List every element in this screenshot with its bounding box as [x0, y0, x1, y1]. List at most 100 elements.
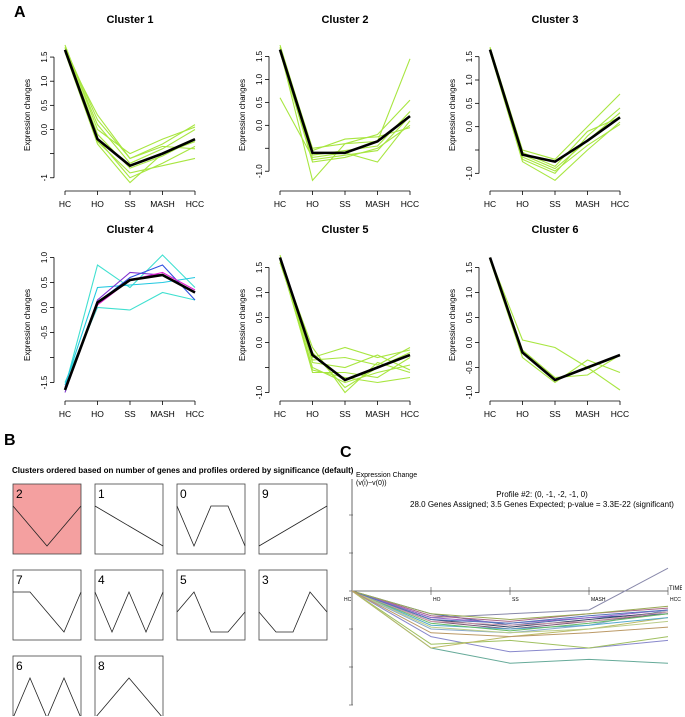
cluster-title: Cluster 5	[321, 224, 368, 236]
profile-frame	[176, 569, 246, 641]
profile-line	[258, 591, 328, 633]
member-line	[64, 254, 196, 388]
x-tick-label: HCC	[401, 409, 419, 419]
x-tick-label: HC	[484, 199, 496, 209]
x-tick-label: HCC	[186, 409, 204, 419]
y-axis-label: Expression changes	[238, 289, 247, 361]
x-tick-label: HC	[59, 409, 71, 419]
detail-subtitle: 28.0 Genes Assigned; 3.5 Genes Expected;…	[410, 500, 674, 509]
member-line	[64, 271, 196, 393]
detail-plot: Expression Change(v(i)−v(0)) Profile #2: …	[344, 472, 682, 706]
x-tick-label: HCC	[186, 199, 204, 209]
profile-box-3: 3	[258, 569, 328, 641]
member-line	[64, 44, 196, 155]
x-tick-label: HO	[516, 409, 529, 419]
y-tick-label: 1.0	[40, 75, 49, 87]
profile-box-8: 8	[94, 655, 164, 716]
y-tick-label: 0.5	[40, 276, 49, 288]
x-tick-label: SS	[549, 409, 561, 419]
y-tick-label: 1.0	[255, 286, 264, 298]
x-tick-label: HCC	[611, 199, 629, 209]
y-tick-label: 0.0	[40, 301, 49, 313]
profile-id: 1	[98, 487, 105, 501]
y-tick-label: 1.0	[465, 74, 474, 86]
member-line	[489, 259, 621, 384]
profile-line	[13, 676, 81, 716]
member-line	[489, 47, 621, 160]
cluster-title: Cluster 1	[106, 14, 153, 26]
x-tick-label: HO	[91, 199, 104, 209]
gene-line	[351, 590, 669, 626]
y-tick-label: -1.5	[40, 375, 49, 389]
member-line	[489, 257, 621, 391]
x-tick-label: MASH	[150, 199, 175, 209]
profile-frame	[94, 483, 164, 555]
y-tick-label: -1.0	[255, 385, 264, 399]
y-tick-label: 0.0	[40, 123, 49, 135]
profile-line	[176, 505, 246, 548]
y-tick-label: 1.0	[40, 251, 49, 263]
panel-b-label: B	[4, 432, 16, 449]
profile-frame	[258, 483, 328, 555]
y-tick-label: 0.0	[255, 336, 264, 348]
x-tick-label: MASH	[150, 409, 175, 419]
gene-line	[351, 590, 669, 632]
profile-box-0: 0	[176, 483, 246, 555]
cluster-mean-line	[63, 49, 196, 168]
y-tick-label: 1.5	[255, 261, 264, 273]
cluster-plot-2: Cluster 2 Expression changes -1.0 0.0 0.5 1.0…	[238, 14, 419, 209]
x-tick-label: SS	[339, 409, 351, 419]
gene-line	[351, 590, 669, 622]
member-line	[64, 52, 196, 174]
y-tick-label: -1.0	[465, 166, 474, 180]
x-tick-label: HC	[59, 199, 71, 209]
cluster-mean-line	[278, 257, 411, 382]
y-tick-label: 1.5	[465, 51, 474, 63]
gene-line	[351, 590, 669, 630]
x-tick-label: HO	[306, 409, 319, 419]
profile-box-1: 1	[94, 483, 164, 555]
profile-line	[258, 505, 328, 547]
y-tick-label: 1.5	[465, 261, 474, 273]
panel-a-label: A	[14, 4, 26, 21]
detail-x-tick-label: SS	[512, 597, 519, 603]
member-line	[64, 47, 196, 160]
y-tick-label: 0.5	[465, 311, 474, 323]
detail-y-label-2: (v(i)−v(0))	[356, 480, 387, 487]
member-line	[279, 257, 411, 384]
profile-box-4: 4	[94, 569, 164, 641]
x-tick-label: SS	[549, 199, 561, 209]
profile-box-7: 7	[12, 569, 82, 641]
member-line	[64, 271, 196, 388]
x-tick-label: HCC	[401, 199, 419, 209]
member-line	[64, 47, 196, 164]
cluster-plot-5: Cluster 5 Expression changes -1.0 0.0 0.5 1.0…	[238, 224, 419, 419]
x-tick-label: SS	[339, 199, 351, 209]
x-tick-label: HO	[91, 409, 104, 419]
cluster-plot-6: Cluster 6 Expression changes -1.0 -0.5 0.0 0.…	[448, 224, 629, 419]
profile-frame	[176, 483, 246, 555]
x-tick-label: MASH	[365, 409, 390, 419]
gene-line	[351, 590, 669, 638]
profile-frame	[94, 655, 164, 716]
stem-profile-grid: 2 1 0 9 7 4 5 3 6 8	[12, 483, 328, 716]
profile-detail-plot: Expression Change(v(i)−v(0)) Profile #2: …	[344, 472, 682, 706]
member-line	[489, 47, 621, 167]
x-tick-label: SS	[124, 409, 136, 419]
x-tick-label: HO	[516, 199, 529, 209]
member-line	[279, 262, 411, 366]
profile-id: 5	[180, 573, 187, 587]
profile-id: 9	[262, 487, 269, 501]
gene-line	[351, 590, 669, 624]
y-tick-label: 1.5	[255, 50, 264, 62]
detail-x-tick-label: HCC	[670, 597, 681, 603]
y-axis-label: Expression changes	[23, 289, 32, 361]
panel-b-subtitle: Clusters ordered based on number of gene…	[12, 466, 354, 475]
member-line	[64, 276, 196, 386]
profile-id: 8	[98, 659, 105, 673]
y-tick-label: 0.5	[40, 99, 49, 111]
x-tick-label: HC	[484, 409, 496, 419]
profile-box-6: 6	[12, 655, 82, 716]
profile-id: 6	[16, 659, 23, 673]
profile-line	[176, 591, 246, 633]
